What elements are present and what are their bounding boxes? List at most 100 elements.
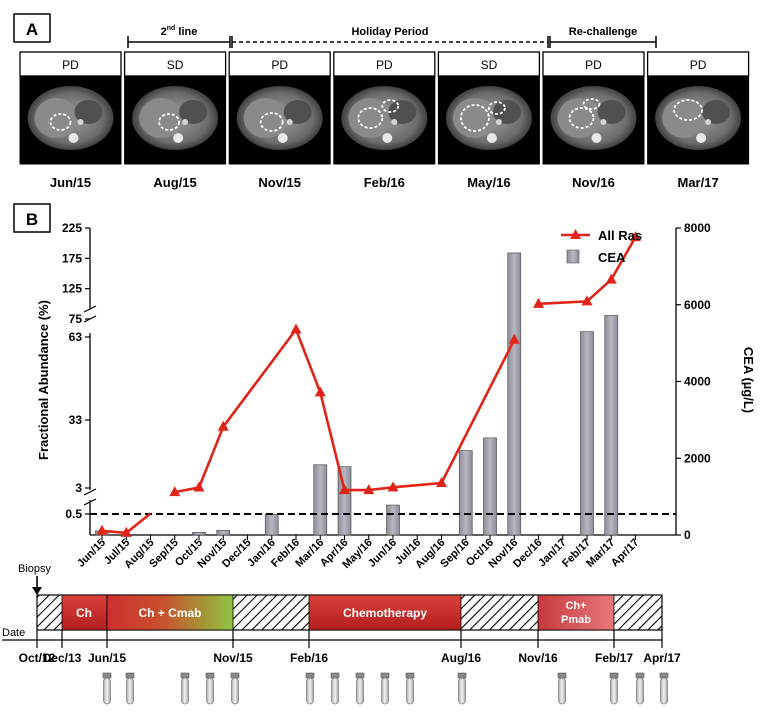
lesion-outline [673,99,703,121]
sample-tube-icon [635,672,645,705]
sample-tube-icon [557,672,567,705]
ct-aorta [600,119,607,125]
sample-tube-icon [330,672,340,705]
lesion-outline [357,107,384,129]
all-ras-point [217,420,229,431]
phase-second-line: 2nd line [127,25,231,48]
all-ras-point [193,481,205,492]
panel-b-label-box [13,203,51,233]
ct-scan-2: SD Aug/15 [123,51,227,190]
scan-date: May/16 [467,175,510,190]
cea-bar [604,315,619,536]
left-tick-label: 175 [62,251,82,265]
scan-date: Nov/15 [258,175,301,190]
ct-scan-4: PD Feb/16 [333,51,436,190]
cea-bar [458,450,473,536]
sample-tube-icon [609,672,619,705]
sample-tube-icon [659,672,669,705]
ct-scan-1: PD Jun/15 [19,51,122,190]
all-ras-point [581,295,593,306]
sample-tube-icon [205,672,215,705]
cea-bars [95,252,619,536]
ct-stomach [492,100,521,124]
right-tick-label: 2000 [684,451,711,465]
therapy-ch-pmab-label-2: Pmab [561,614,591,626]
date-label: Date [2,627,25,639]
ct-scan-row: PD Jun/15 SD Aug/15 PD Nov/15 PD Feb/16 SD May/16… [19,51,750,190]
therapy-ch-label: Ch [76,606,92,620]
all-ras-point [436,477,447,488]
ct-aorta [286,119,293,125]
date-tick-label: Dec/13 [43,651,82,665]
ct-stomach [702,100,731,124]
all-ras-point [169,486,181,497]
ct-aorta [182,119,189,125]
scan-status-box [437,51,541,77]
all-ras-point [314,386,326,397]
ct-spine [68,133,79,143]
ct-liver [452,98,497,138]
phase-holiday-label: Holiday Period [351,26,428,38]
therapy-chemotherapy-label: Chemotherapy [343,606,427,620]
ct-liver [34,98,79,138]
date-tick-label: Apr/17 [643,651,681,665]
right-tick-label: 0 [684,528,691,542]
sample-tube-icon [305,672,315,705]
all-ras-segment [174,326,516,494]
scan-status: PD [585,58,602,72]
x-axis: Jun/15Jul/15Aug/15Sep/15Oct/15Nov/15Dec/… [75,535,642,571]
all-ras-line [96,231,641,537]
right-axis: 0 2000 4000 6000 8000 [675,221,711,542]
phase-rechallenge-label: Re-challenge [569,26,637,38]
scan-status-box [123,51,227,77]
ct-liver [557,98,602,138]
cea-bar [313,464,328,536]
all-ras-point [290,323,302,334]
legend-cea: CEA [598,250,626,265]
panel-a-label: A [26,20,38,39]
date-tick-label: Nov/15 [213,651,253,665]
therapy-ch-pmab-label-1: Ch+ [565,600,586,612]
y-axis-left-label: Fractional Abundance (%) [36,300,51,460]
sample-tube-icon [457,672,467,705]
ct-spine [696,133,707,143]
ct-scan-5: SD May/16 [437,51,541,190]
scan-date: Mar/17 [677,175,718,190]
ct-scan-3: PD Nov/15 [228,51,331,190]
left-tick-label: 225 [62,221,82,235]
ct-aorta [391,119,398,125]
ct-spine [173,133,184,143]
all-ras-point [630,231,641,242]
lesion-outline [459,104,490,132]
all-ras-point [387,481,399,492]
date-tick-label: Feb/16 [290,651,328,665]
scan-status: PD [271,58,288,72]
cea-bar [192,531,206,536]
legend: All Ras CEA [561,228,642,265]
left-tick-label: 75 [69,312,83,326]
lesion-outline [158,113,181,131]
cea-bar [264,513,279,536]
x-tick-label: Jun/15 [75,537,108,570]
lesion-outline [487,101,506,115]
ct-spine [591,133,602,143]
scan-status-box [542,51,645,77]
phase-rechallenge: Re-challenge [549,26,657,48]
ct-spine [486,133,497,143]
panel-a-label-box [13,13,51,43]
date-tick-label: Aug/16 [441,651,481,665]
date-tick-label: Nov/16 [518,651,558,665]
sample-tube-icon [355,672,365,705]
biopsy-arrowhead-icon [32,587,42,595]
ct-aorta [705,119,712,125]
all-ras-segment [538,236,637,306]
phase-holiday: Holiday Period [231,26,549,48]
scan-status-box [19,51,122,77]
scan-status: PD [62,58,79,72]
ct-stomach [597,100,626,124]
cea-bar [580,331,594,536]
sample-tube-icon [125,672,135,705]
